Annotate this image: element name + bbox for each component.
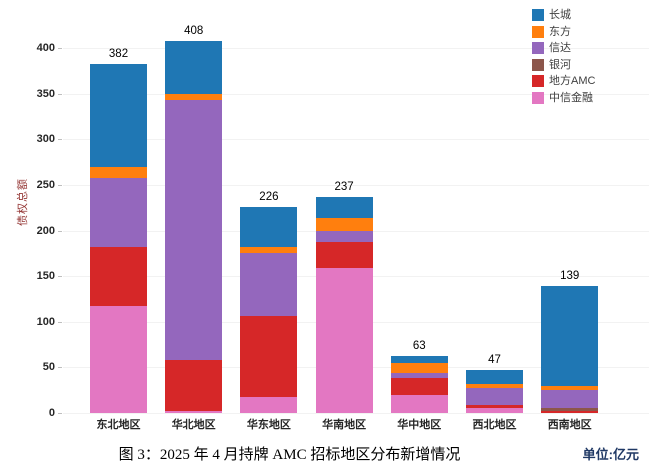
bar-segment-信达 (315, 231, 373, 243)
legend-item-银河: 银河 (532, 57, 595, 74)
caption-row: 图 3：2025 年 4 月持牌 AMC 招标地区分布新增情况 单位:亿元 (0, 443, 649, 467)
y-tick-label: 150 (36, 270, 55, 283)
legend-item-东方: 东方 (532, 24, 595, 41)
bar-segment-信达 (90, 178, 147, 247)
bar-segment-地方AMC (240, 316, 298, 397)
bar-segment-中信金融 (240, 396, 298, 413)
legend-label: 长城 (549, 9, 571, 22)
bar-segment-长城 (466, 370, 523, 384)
bar-total-label: 139 (560, 270, 580, 283)
x-category-label: 华北地区 (171, 419, 216, 431)
bar-segment-长城 (90, 64, 147, 167)
x-category-label: 西北地区 (472, 419, 517, 431)
y-tick-label: 350 (36, 87, 55, 100)
bar-segment-信达 (390, 372, 448, 379)
legend-swatch-icon (532, 58, 544, 71)
y-tick-label: 100 (36, 315, 55, 328)
legend: 长城东方信达银河地方AMC 中信金融 (532, 7, 595, 106)
bar-segment-东方 (240, 246, 298, 254)
y-axis-tick (58, 230, 62, 232)
y-tick-label: 250 (36, 178, 55, 191)
bar-segment-信达 (466, 388, 523, 405)
bar-segment-东方 (165, 93, 223, 100)
y-axis-tick (58, 184, 62, 186)
bar-segment-东方 (541, 385, 599, 391)
bar-segment-中信金融 (315, 267, 373, 413)
bar-segment-东方 (90, 166, 147, 179)
legend-item-地方AMC: 地方AMC (532, 73, 595, 90)
bar-segment-信达 (541, 390, 599, 409)
x-category-label: 西南地区 (547, 419, 592, 431)
legend-swatch-icon (532, 25, 544, 38)
bar-segment-地方AMC (315, 242, 373, 268)
y-axis-tick (58, 276, 62, 278)
bar-segment-地方AMC (90, 246, 147, 307)
bar-segment-长城 (165, 40, 223, 94)
gridline (63, 184, 649, 186)
bar-segment-长城 (315, 196, 373, 218)
gridline (63, 48, 649, 49)
x-category-label: 华东地区 (246, 419, 291, 431)
legend-item-长城: 长城 (532, 7, 595, 24)
legend-item-中信金融: 中信金融 (532, 90, 595, 107)
y-tick-label: 300 (36, 133, 55, 146)
bar-segment-信达 (240, 253, 298, 317)
bar-segment-地方AMC (390, 378, 448, 395)
bar-total-label: 47 (488, 354, 501, 367)
y-tick-label: 400 (36, 42, 55, 54)
bar-segment-地方AMC (165, 360, 223, 412)
y-axis-tick (58, 48, 62, 49)
unit-label: 单位:亿元 (582, 447, 639, 462)
bar-segment-中信金融 (90, 306, 147, 413)
gridline (63, 413, 649, 414)
legend-label: 中信金融 (549, 91, 593, 104)
bar-total-label: 226 (259, 190, 279, 203)
x-category-label: 东北地区 (96, 419, 141, 431)
y-axis-tick (58, 139, 62, 141)
bar-segment-东方 (315, 217, 373, 232)
y-tick-label: 50 (42, 361, 55, 374)
legend-swatch-icon (532, 91, 544, 104)
y-axis-tick (58, 413, 62, 414)
bar-total-label: 237 (334, 180, 354, 193)
y-tick-label: 0 (48, 407, 55, 419)
legend-swatch-icon (532, 42, 544, 55)
bar-segment-中信金融 (390, 394, 448, 413)
bar-segment-中信金融 (466, 408, 523, 413)
bar-total-label: 408 (184, 24, 204, 37)
legend-label: 地方AMC (549, 75, 596, 88)
y-axis-title: 债权总额 (17, 178, 29, 226)
bar-segment-长城 (541, 286, 599, 386)
bar-segment-东方 (390, 362, 448, 373)
bar-segment-银河 (541, 408, 599, 412)
legend-swatch-icon (532, 75, 544, 88)
bar-total-label: 63 (412, 339, 426, 352)
y-axis-tick (58, 367, 62, 369)
legend-label: 信达 (549, 42, 571, 55)
chart-title: 图 3：2025 年 4 月持牌 AMC 招标地区分布新增情况 (118, 447, 461, 463)
legend-label: 东方 (549, 25, 571, 38)
bar-segment-信达 (165, 100, 223, 361)
bar-total-label: 382 (108, 48, 129, 61)
legend-item-信达: 信达 (532, 40, 595, 57)
y-tick-label: 200 (36, 224, 55, 237)
gridline (63, 93, 649, 95)
bar-segment-地方AMC (541, 411, 599, 413)
legend-swatch-icon (532, 9, 544, 22)
bar-segment-中信金融 (165, 411, 223, 413)
x-category-label: 华南地区 (322, 419, 367, 431)
x-category-label: 华中地区 (397, 419, 442, 431)
y-axis-tick (58, 93, 62, 95)
bar-segment-长城 (240, 206, 298, 247)
legend-label: 银河 (549, 58, 571, 71)
bar-segment-东方 (466, 383, 523, 389)
gridline (63, 139, 649, 141)
y-axis-tick (58, 321, 62, 323)
bar-segment-地方AMC (466, 404, 523, 409)
bar-segment-长城 (390, 355, 448, 363)
